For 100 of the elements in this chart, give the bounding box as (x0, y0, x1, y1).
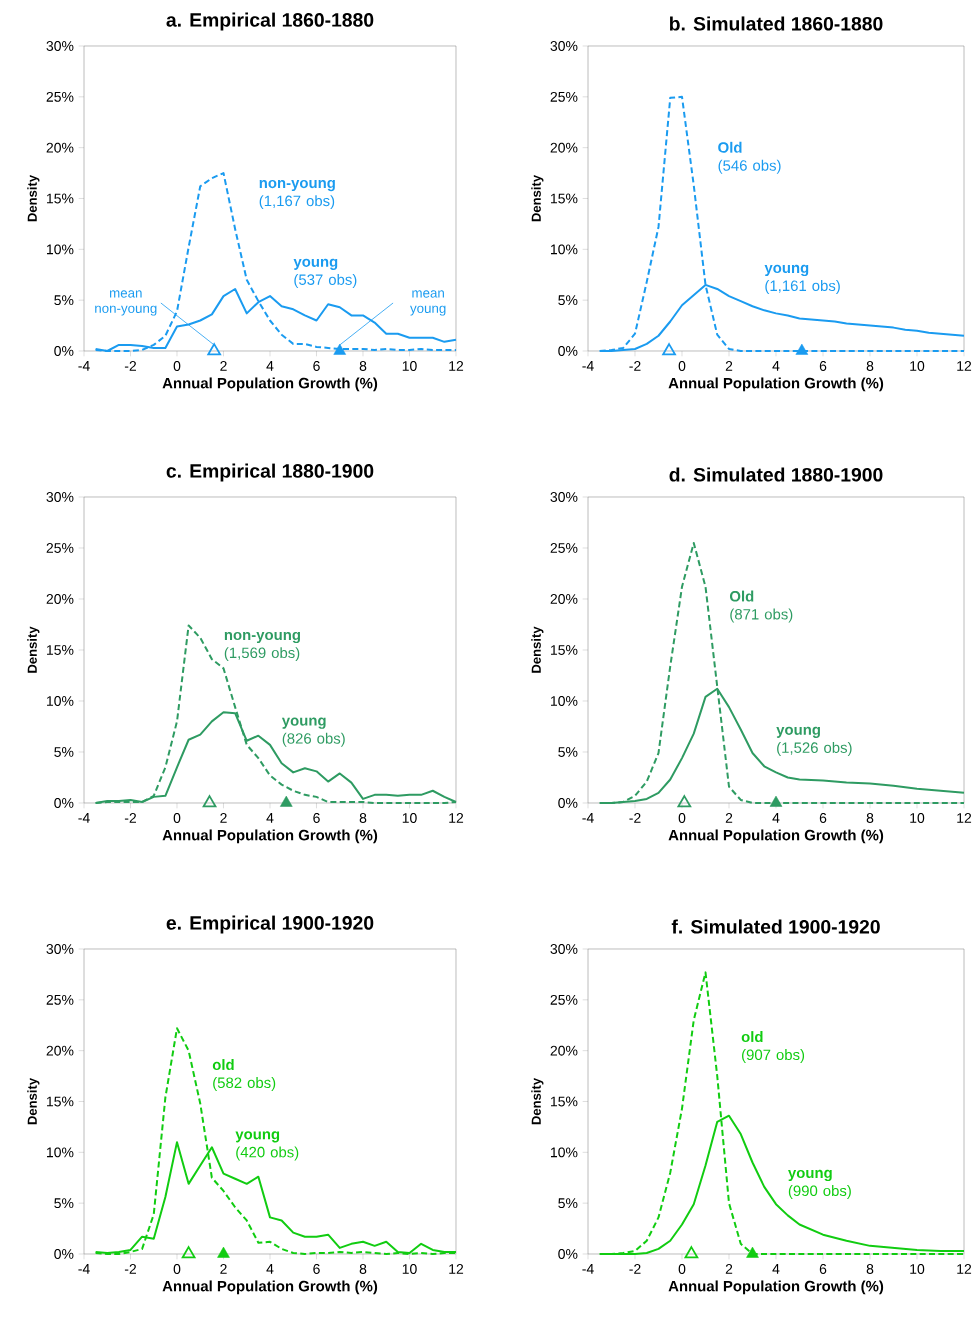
x-tick-label: 6 (313, 361, 320, 371)
y-tick-label: 20% (550, 1045, 578, 1056)
x-tick-label: 10 (910, 361, 925, 371)
x-tick-label: 2 (725, 1264, 733, 1274)
x-tick-label: -4 (582, 1264, 594, 1274)
x-tick-label: 2 (725, 361, 733, 371)
chart-title: f. Simulated 1900-1920 (671, 919, 880, 934)
y-tick-label: 15% (551, 645, 578, 655)
series-label: young (826 obs) (281, 717, 345, 747)
x-tick-label: 10 (910, 1264, 925, 1274)
x-tick-label: 0 (173, 361, 181, 371)
series-label: old (907 obs) (741, 1031, 805, 1064)
y-tick-label: 30% (550, 944, 578, 954)
y-tick-label: 10% (47, 244, 74, 255)
x-tick-label: -2 (629, 361, 641, 371)
x-tick-label: -4 (582, 813, 594, 823)
chart-title: b. Simulated 1860-1880 (669, 16, 883, 31)
y-axis-title: Density (531, 174, 544, 222)
x-tick-label: 4 (772, 1264, 780, 1274)
y-tick-label: 20% (550, 594, 578, 604)
x-tick-label: 10 (402, 813, 417, 823)
x-tick-label: 8 (866, 1264, 874, 1274)
y-tick-label: 5% (54, 1198, 74, 1209)
x-tick-label: 2 (220, 813, 227, 823)
x-tick-label: 8 (359, 813, 367, 823)
x-tick-label: 8 (359, 361, 367, 371)
y-tick-label: 20% (46, 142, 74, 153)
y-tick-label: 0% (558, 798, 578, 808)
x-tick-label: 0 (173, 813, 181, 823)
y-tick-label: 30% (46, 944, 74, 954)
x-tick-label: 12 (957, 813, 972, 823)
y-tick-label: 30% (46, 41, 74, 51)
x-tick-label: 6 (313, 813, 320, 823)
x-tick-label: 10 (402, 1264, 417, 1274)
x-tick-label: 10 (402, 361, 417, 371)
y-tick-label: 0% (558, 346, 578, 356)
x-tick-label: 0 (678, 361, 686, 371)
x-tick-label: 2 (220, 1264, 227, 1274)
x-tick-label: -4 (582, 361, 594, 371)
y-tick-label: 25% (550, 91, 578, 102)
x-tick-label: -2 (124, 813, 136, 823)
y-tick-label: 25% (46, 91, 74, 102)
y-tick-label: 0% (54, 798, 74, 808)
series-label: Old (871 obs) (729, 590, 793, 623)
x-tick-label: 2 (725, 813, 733, 823)
x-tick-label: 6 (819, 813, 827, 823)
x-tick-label: -2 (629, 813, 641, 823)
y-axis-title: Density (27, 174, 40, 222)
y-axis-title: Density (531, 626, 544, 673)
series-label: old (582 obs) (212, 1059, 276, 1091)
annotation: mean non-young (95, 290, 157, 316)
series-label: young (1,161 obs) (764, 264, 840, 294)
y-tick-label: 5% (558, 747, 578, 757)
y-tick-label: 30% (550, 492, 578, 502)
x-axis-title: Annual Population Growth (%) (162, 829, 378, 844)
x-tick-label: 0 (173, 1264, 181, 1274)
y-tick-label: 30% (46, 492, 74, 502)
x-tick-label: 12 (449, 1264, 464, 1274)
x-tick-label: 0 (678, 813, 686, 823)
x-axis-title: Annual Population Growth (%) (668, 377, 884, 392)
series-label: young (990 obs) (788, 1169, 851, 1200)
y-tick-label: 15% (47, 193, 74, 204)
x-tick-label: 10 (910, 813, 925, 823)
y-axis-title: Density (27, 626, 40, 673)
y-tick-label: 10% (551, 1147, 578, 1158)
series-label: young (537 obs) (293, 258, 357, 288)
x-tick-label: 6 (819, 1264, 827, 1274)
x-tick-label: 2 (220, 361, 227, 371)
x-axis-title: Annual Population Growth (%) (162, 377, 378, 392)
x-tick-label: 4 (772, 361, 780, 371)
x-tick-label: -4 (78, 361, 90, 371)
y-tick-label: 10% (47, 1147, 74, 1158)
chart-title: d. Simulated 1880-1900 (669, 467, 883, 482)
x-tick-label: 4 (266, 1264, 274, 1274)
x-tick-label: 4 (266, 361, 274, 371)
chart-title: c. Empirical 1880-1900 (166, 463, 374, 482)
x-tick-label: -4 (78, 1264, 90, 1274)
y-tick-label: 5% (558, 295, 578, 306)
chart-title: a. Empirical 1860-1880 (166, 12, 374, 31)
x-tick-label: -2 (124, 361, 136, 371)
y-tick-label: 15% (47, 645, 74, 655)
y-tick-label: 15% (47, 1096, 74, 1107)
x-tick-label: 6 (313, 1264, 320, 1274)
y-tick-label: 15% (551, 193, 578, 204)
chart-title: e. Empirical 1900-1920 (166, 915, 374, 934)
x-axis-title: Annual Population Growth (%) (668, 829, 884, 844)
y-tick-label: 25% (550, 543, 578, 553)
x-tick-label: 4 (772, 813, 780, 823)
x-tick-label: -2 (124, 1264, 136, 1274)
series-label: non-young (1,167 obs) (259, 179, 335, 210)
x-tick-label: 12 (957, 361, 972, 371)
series-label: non-young (1,569 obs) (224, 631, 300, 662)
y-tick-label: 20% (46, 1045, 74, 1056)
y-tick-label: 25% (550, 994, 578, 1005)
x-tick-label: 12 (957, 1264, 972, 1274)
x-tick-label: 0 (678, 1264, 686, 1274)
y-tick-label: 5% (54, 747, 74, 757)
y-tick-label: 0% (54, 346, 74, 356)
y-tick-label: 20% (550, 142, 578, 153)
x-tick-label: 8 (866, 361, 874, 371)
